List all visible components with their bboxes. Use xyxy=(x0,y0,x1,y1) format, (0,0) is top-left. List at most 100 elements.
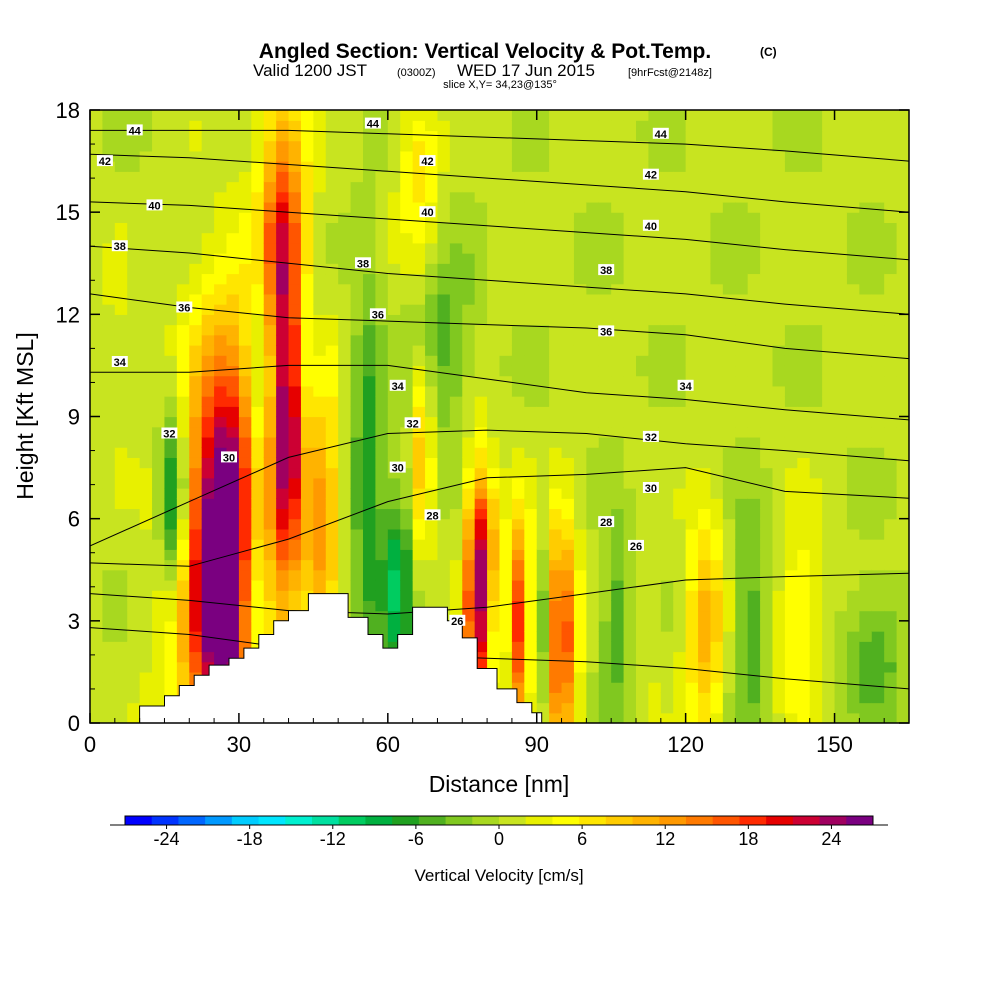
field-cell xyxy=(648,590,661,601)
field-cell xyxy=(152,376,165,387)
field-cell xyxy=(524,212,537,223)
field-cell xyxy=(723,396,736,407)
field-cell xyxy=(574,447,587,458)
field-cell xyxy=(487,202,500,213)
field-cell xyxy=(375,284,388,295)
field-cell xyxy=(326,335,339,346)
field-cell xyxy=(351,488,364,499)
contour-label: 38 xyxy=(357,258,369,270)
field-cell xyxy=(624,478,637,489)
field-cell xyxy=(140,692,153,703)
field-cell xyxy=(462,182,475,193)
field-cell xyxy=(351,365,364,376)
field-cell xyxy=(375,171,388,182)
field-cell xyxy=(512,141,525,152)
field-cell xyxy=(586,498,599,509)
field-cell xyxy=(686,488,699,499)
field-cell xyxy=(748,355,761,366)
field-cell xyxy=(251,314,264,325)
field-cell xyxy=(152,273,165,284)
field-cell xyxy=(847,662,860,673)
field-cell xyxy=(313,182,326,193)
field-cell xyxy=(425,263,438,274)
field-cell xyxy=(636,590,649,601)
field-cell xyxy=(897,192,910,203)
field-cell xyxy=(177,284,190,295)
field-cell xyxy=(859,447,872,458)
field-cell xyxy=(859,600,872,611)
field-cell xyxy=(351,590,364,601)
field-cell xyxy=(648,621,661,632)
field-cell xyxy=(313,570,326,581)
field-cell xyxy=(686,130,699,141)
field-cell xyxy=(301,345,314,356)
field-cell xyxy=(475,294,488,305)
field-cell xyxy=(847,161,860,172)
field-cell xyxy=(661,498,674,509)
field-cell xyxy=(313,345,326,356)
field-cell xyxy=(264,222,277,233)
field-cell xyxy=(574,457,587,468)
field-cell xyxy=(897,437,910,448)
field-cell xyxy=(648,631,661,642)
field-cell xyxy=(524,222,537,233)
y-tick-label: 12 xyxy=(56,302,80,327)
field-cell xyxy=(90,263,103,274)
field-cell xyxy=(363,345,376,356)
field-cell xyxy=(897,651,910,662)
field-cell xyxy=(648,243,661,254)
field-cell xyxy=(388,611,401,622)
field-cell xyxy=(487,130,500,141)
field-cell xyxy=(748,130,761,141)
field-cell xyxy=(735,406,748,417)
field-cell xyxy=(90,651,103,662)
field-cell xyxy=(574,437,587,448)
field-cell xyxy=(102,335,115,346)
field-cell xyxy=(189,539,202,550)
field-cell xyxy=(400,345,413,356)
field-cell xyxy=(214,539,227,550)
field-cell xyxy=(487,529,500,540)
field-cell xyxy=(152,549,165,560)
field-cell xyxy=(140,233,153,244)
field-cell xyxy=(276,222,289,233)
field-cell xyxy=(164,417,177,428)
field-cell xyxy=(227,611,240,622)
field-cell xyxy=(673,345,686,356)
field-cell xyxy=(301,335,314,346)
field-cell xyxy=(835,692,848,703)
field-cell xyxy=(760,335,773,346)
field-cell xyxy=(735,120,748,131)
field-cell xyxy=(636,713,649,724)
field-cell xyxy=(624,161,637,172)
field-cell xyxy=(735,355,748,366)
field-cell xyxy=(537,621,550,632)
field-cell xyxy=(822,549,835,560)
field-cell xyxy=(214,263,227,274)
field-cell xyxy=(897,396,910,407)
field-cell xyxy=(599,457,612,468)
field-cell xyxy=(785,692,798,703)
field-cell xyxy=(884,590,897,601)
field-cell xyxy=(673,365,686,376)
field-cell xyxy=(562,692,575,703)
field-cell xyxy=(574,508,587,519)
field-cell xyxy=(90,417,103,428)
field-cell xyxy=(102,447,115,458)
field-cell xyxy=(214,519,227,530)
field-cell xyxy=(351,273,364,284)
field-cell xyxy=(487,273,500,284)
field-cell xyxy=(537,243,550,254)
field-cell xyxy=(450,192,463,203)
field-cell xyxy=(326,498,339,509)
field-cell xyxy=(661,631,674,642)
field-cell xyxy=(897,600,910,611)
field-cell xyxy=(115,457,128,468)
field-cell xyxy=(462,243,475,254)
field-cell xyxy=(152,304,165,315)
field-cell xyxy=(115,713,128,724)
field-cell xyxy=(723,233,736,244)
field-cell xyxy=(785,182,798,193)
field-cell xyxy=(636,151,649,162)
field-cell xyxy=(562,539,575,550)
